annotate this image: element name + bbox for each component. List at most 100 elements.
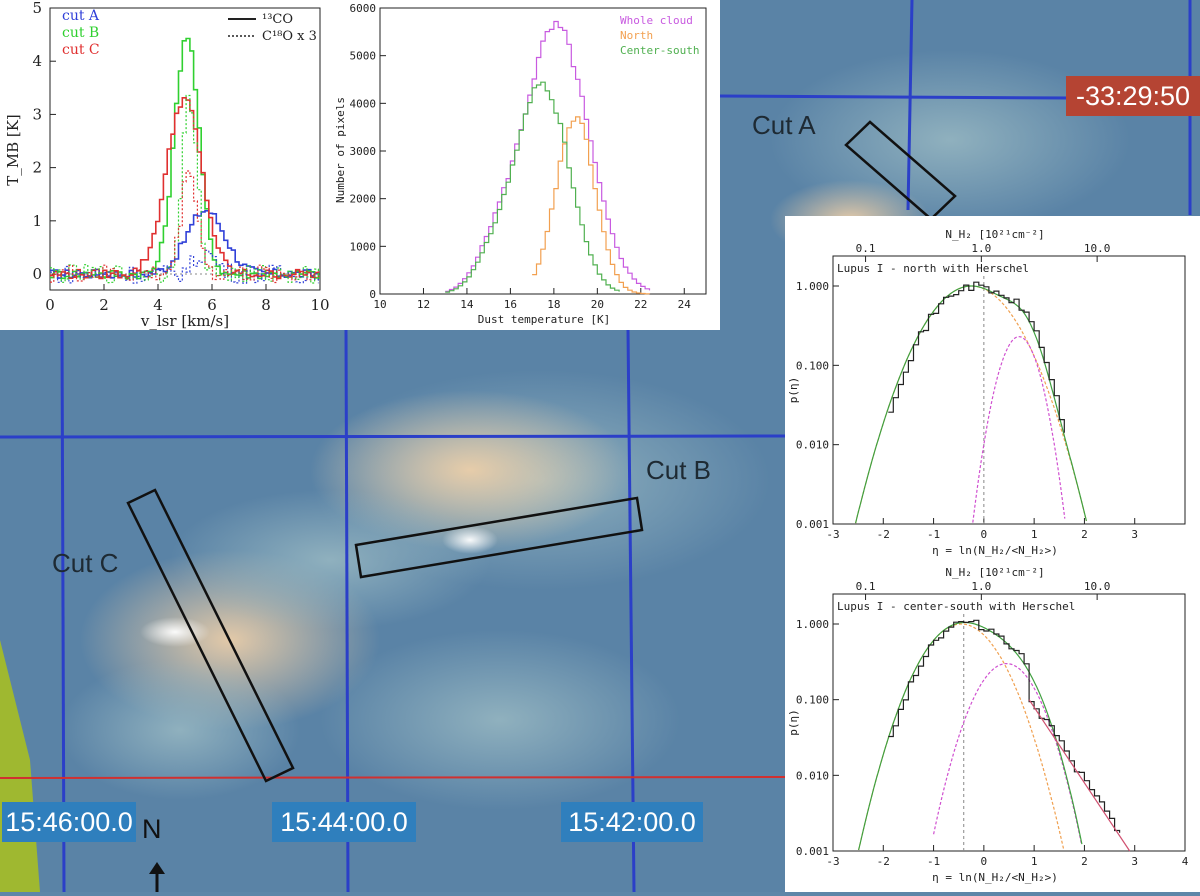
y-tick-label: 0.001 <box>796 518 829 531</box>
top-tick-label: 10.0 <box>1084 580 1111 593</box>
x-tick-label: 3 <box>1131 855 1138 868</box>
pdf-north-chart: 0.1 1.0 10.0 N_H₂ [10²¹cm⁻²] -3 -2 -1 0 1 2 3 0.001… <box>787 228 1186 557</box>
ra-line <box>0 776 791 779</box>
top-tick-label: 0.1 <box>856 580 876 593</box>
dust-temp-panel: 10 12 14 16 18 20 22 24 0 1000 2000 3000 4000 5000 600… <box>334 0 720 330</box>
x-tick-label: 16 <box>504 298 517 311</box>
x-tick-label: 14 <box>460 298 474 311</box>
legend-c18o-label: C¹⁸O x 3 <box>262 29 317 44</box>
x-tick-label: -3 <box>826 528 839 541</box>
cut-b-label: Cut B <box>646 455 712 485</box>
y-tick-label: 0.001 <box>796 845 829 858</box>
cut-c-label: Cut C <box>52 548 119 578</box>
x-tick-label: 0 <box>981 528 988 541</box>
x-tick-label: 12 <box>417 298 430 311</box>
y-tick-label: 1000 <box>350 240 377 253</box>
top-tick-label: 0.1 <box>856 242 876 255</box>
y-axis-label: T_MB [K] <box>4 114 22 186</box>
spectrum-cut-C-13co <box>50 97 320 280</box>
x-axis-label: η = ln(N_H₂/<N_H₂>) <box>932 871 1058 884</box>
y-tick-label: 1.000 <box>796 618 829 631</box>
lognormal-fit <box>858 621 1083 851</box>
plot-frame <box>832 593 1186 852</box>
x-tick-label: -1 <box>927 855 940 868</box>
x-tick-label: -2 <box>877 855 890 868</box>
x-tick-label: 22 <box>634 298 647 311</box>
spectrum-cut-C-c18o <box>50 170 319 284</box>
top-axis-label: N_H₂ [10²¹cm⁻²] <box>945 566 1044 579</box>
power-law-fit <box>1028 699 1131 852</box>
chart-title: Lupus I - center-south with Herschel <box>837 600 1075 613</box>
y-tick-label: 0 <box>369 288 376 301</box>
x-tick-label: 18 <box>547 298 560 311</box>
legend-label: North <box>620 29 653 42</box>
spectrum-cut-B-c18o <box>50 94 319 284</box>
legend-label: Whole cloud <box>620 14 693 27</box>
x-tick-label: 10 <box>310 296 329 314</box>
x-tick-label: 2 <box>1081 855 1088 868</box>
dec-label: -33:29:50 <box>1066 76 1200 116</box>
lognormal-component-2 <box>933 663 1082 844</box>
legend-13co-label: ¹³CO <box>262 12 293 27</box>
hist-north <box>532 116 651 295</box>
x-tick-label: 8 <box>261 296 271 314</box>
y-tick-label: 3000 <box>350 145 377 158</box>
lognormal-component-2 <box>972 336 1066 523</box>
x-tick-label: -1 <box>927 528 940 541</box>
x-axis-label: v_lsr [km/s] <box>140 312 229 330</box>
top-axis-label: N_H₂ [10²¹cm⁻²] <box>945 228 1044 241</box>
top-tick-label: 10.0 <box>1084 242 1111 255</box>
y-tick-label: 2 <box>32 159 42 177</box>
legend-cut-label: cut B <box>62 25 99 41</box>
legend-cut-label: cut A <box>62 8 100 24</box>
north-label: N <box>142 814 162 844</box>
pdf-north-panel: 0.1 1.0 10.0 N_H₂ [10²¹cm⁻²] -3 -2 -1 0 1 2 3 0.001… <box>785 216 1200 561</box>
x-tick-label: 0 <box>45 296 55 314</box>
ra-label-right: 15:42:00.0 <box>561 802 703 842</box>
x-axis-label: Dust temperature [K] <box>478 313 610 326</box>
x-tick-label: 1 <box>1031 528 1038 541</box>
y-tick-label: 1.000 <box>796 280 829 293</box>
pdf-histogram <box>888 619 1121 833</box>
y-tick-label: 0 <box>32 265 42 283</box>
lognormal-fit <box>855 285 1087 524</box>
x-tick-label: 6 <box>207 296 217 314</box>
spectrum-cut-A-c18o <box>50 249 319 284</box>
x-tick-label: 10 <box>373 298 386 311</box>
y-tick-label: 4000 <box>350 97 377 110</box>
dust-temperature-chart: 10 12 14 16 18 20 22 24 0 1000 2000 3000 4000 5000 600… <box>334 2 707 326</box>
y-tick-label: 2000 <box>350 193 377 206</box>
x-tick-label: -3 <box>826 855 839 868</box>
y-tick-label: 5 <box>32 0 42 17</box>
cut-b-box <box>354 496 644 579</box>
legend-cut-label: cut C <box>62 42 100 58</box>
plot-frame <box>49 7 321 291</box>
hist-center-south <box>445 81 620 293</box>
north-arrow-icon <box>149 862 165 892</box>
y-tick-label: 0.010 <box>796 769 829 782</box>
x-tick-label: 2 <box>1081 528 1088 541</box>
x-tick-label: -2 <box>877 528 890 541</box>
cut-a-label: Cut A <box>752 110 816 140</box>
x-tick-label: 4 <box>1182 855 1189 868</box>
y-tick-label: 0.100 <box>796 359 829 372</box>
y-axis-label: Number of pixels <box>334 97 347 203</box>
pdf-histogram <box>888 281 1065 433</box>
y-tick-label: 6000 <box>350 2 377 15</box>
top-tick-label: 1.0 <box>971 580 991 593</box>
top-tick-label: 1.0 <box>971 242 991 255</box>
y-tick-label: 0.100 <box>796 694 829 707</box>
cut-a-box <box>844 120 957 221</box>
x-tick-label: 0 <box>981 855 988 868</box>
x-tick-label: 2 <box>99 296 109 314</box>
x-tick-label: 1 <box>1031 855 1038 868</box>
y-tick-label: 4 <box>32 52 42 70</box>
x-tick-label: 24 <box>678 298 692 311</box>
chart-title: Lupus I - north with Herschel <box>837 262 1029 275</box>
y-tick-label: 3 <box>32 105 42 123</box>
legend-label: Center-south <box>620 44 699 57</box>
x-tick-label: 3 <box>1131 528 1138 541</box>
